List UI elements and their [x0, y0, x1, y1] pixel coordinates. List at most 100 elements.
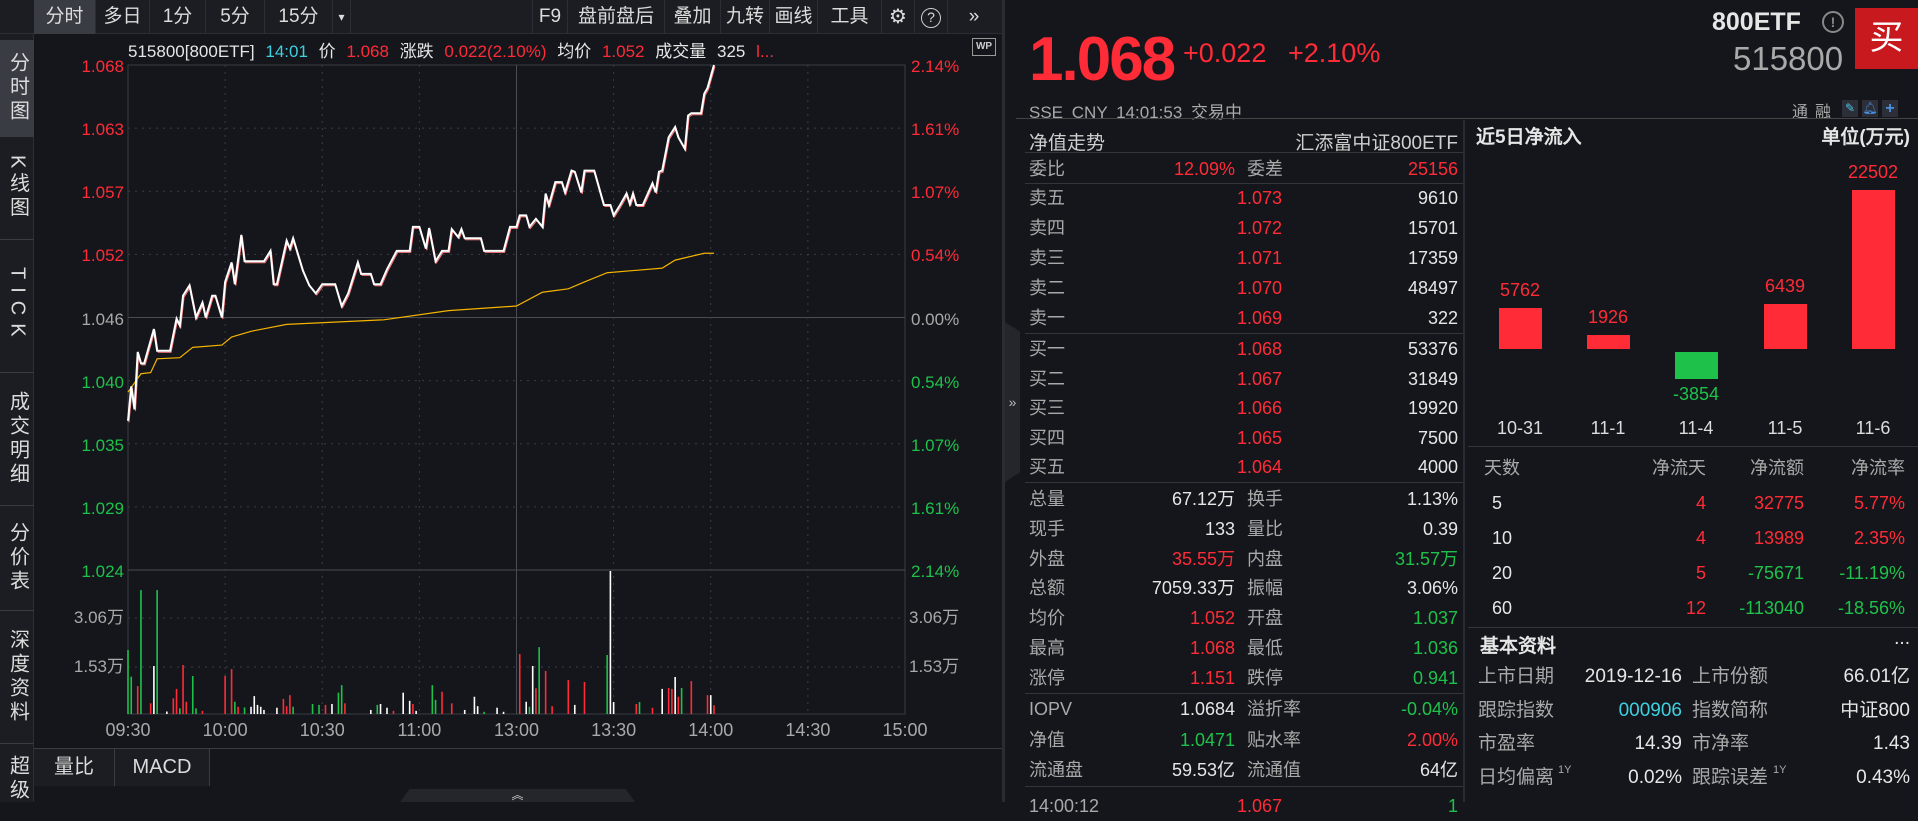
panel-divider[interactable] — [1002, 0, 1005, 802]
net-flow-header: 天数 净流天 净流额 净流率 — [1468, 453, 1918, 483]
divider — [1025, 482, 1463, 483]
header: 净流额 — [1750, 458, 1804, 478]
info-label: 市净率 — [1692, 733, 1750, 754]
pre-post-market-button[interactable]: 盘前盘后 — [568, 0, 665, 34]
net-flow-value: 5762 — [1499, 280, 1541, 301]
net-amount: -113040 — [1739, 598, 1804, 618]
sidebar-tab-super[interactable]: 超级 — [6, 755, 29, 803]
stat-label: 量比 — [1247, 518, 1283, 539]
price-change: +0.022 — [1183, 38, 1267, 68]
ask-row: 卖一 1.069 322 — [1025, 303, 1463, 333]
tab-intraday[interactable]: 分时 — [34, 0, 96, 34]
stat-row: 总额 7059.33万 振幅 3.06% — [1025, 573, 1463, 603]
level-label: 卖三 — [1029, 248, 1065, 268]
stat-value: 59.53亿 — [1171, 760, 1235, 780]
stat-value: 0.39 — [1422, 518, 1458, 539]
avg-price-line — [127, 252, 714, 393]
x-axis-time-label: 13:30 — [591, 720, 637, 740]
overlay-button[interactable]: 叠加 — [665, 0, 721, 34]
y-axis-pct-label: 0.00% — [911, 309, 960, 329]
period-superscript: 1Y — [1558, 763, 1572, 776]
tab-5min[interactable]: 5分 — [206, 0, 265, 34]
bell-icon[interactable]: 🔔︎ — [1862, 100, 1878, 117]
info-label: 指数简称 — [1692, 699, 1769, 721]
stat-label: 总额 — [1029, 578, 1065, 599]
net-flow-date: 11-1 — [1590, 418, 1626, 438]
label: 委差 — [1247, 159, 1283, 179]
stat-row: 流通盘 59.53亿 流通值 64亿 — [1025, 755, 1463, 785]
bid-volume: 53376 — [1407, 339, 1458, 359]
sidebar-tab-depth-data[interactable]: 深度资料 — [0, 611, 34, 744]
stat-label: 涨停 — [1029, 667, 1065, 688]
bid-row: 买一 1.068 53376 — [1025, 334, 1463, 364]
last-trade-row: 14:00:12 1.067 1 — [1025, 791, 1463, 821]
draw-line-button[interactable]: 画线 — [770, 0, 818, 34]
tag-tong: 通 — [1792, 104, 1809, 121]
stat-value: 0.941 — [1412, 667, 1458, 688]
info-alert-icon[interactable]: ! — [1822, 11, 1844, 33]
net-rate: 5.77% — [1853, 493, 1905, 513]
stat-row: 均价 1.052 开盘 1.037 — [1025, 603, 1463, 633]
nav-trend-link[interactable]: 净值走势 — [1029, 133, 1106, 154]
y-axis-pct-label: 1.07% — [911, 183, 960, 203]
expand-panel-handle[interactable]: ︽ — [400, 789, 635, 802]
tab-multi-day[interactable]: 多日 — [96, 0, 150, 34]
sidebar-tab-kline[interactable]: K线图 — [0, 137, 34, 240]
collapse-panel-toggle[interactable]: » — [1005, 322, 1020, 482]
y-axis-price-label: 1.046 — [81, 309, 124, 329]
caret-down-icon[interactable]: ▾ — [333, 0, 351, 34]
more-button[interactable]: ... — [1894, 628, 1910, 649]
ask-price: 1.073 — [1236, 188, 1282, 208]
sidebar-tab-price-distribution[interactable]: 分价表 — [0, 506, 34, 611]
plus-icon[interactable]: + — [1882, 100, 1898, 117]
pencil-icon[interactable]: ✎ — [1842, 100, 1858, 117]
info-label: 跟踪误差 — [1692, 766, 1769, 788]
y-axis-price-label: 1.035 — [81, 435, 124, 455]
days: 5 — [1492, 493, 1503, 513]
stat-value: 1.052 — [1189, 608, 1235, 629]
tab-macd[interactable]: MACD — [115, 749, 210, 786]
y-axis-pct-label: 1.07% — [911, 435, 960, 455]
tab-1min[interactable]: 1分 — [150, 0, 206, 34]
x-axis-time-label: 13:00 — [493, 720, 540, 740]
level-label: 买五 — [1029, 457, 1065, 477]
y-axis-price-label: 1.024 — [81, 562, 124, 581]
security-name: 800ETF — [1712, 8, 1801, 36]
stat-value: 133 — [1204, 518, 1235, 539]
sidebar-tab-intraday[interactable]: 分时图 — [0, 40, 34, 137]
bid-row: 买二 1.067 31849 — [1025, 364, 1463, 394]
x-axis-time-label: 14:30 — [785, 720, 831, 740]
sidebar-tab-trade-details[interactable]: 成交明细 — [0, 373, 34, 506]
stat-value: 2.00% — [1406, 729, 1458, 750]
sidebar-tab-tick[interactable]: TICK — [0, 240, 34, 373]
buy-button[interactable]: 买 — [1855, 8, 1918, 69]
help-icon[interactable]: ? — [915, 0, 948, 34]
stat-row: 现手 133 量比 0.39 — [1025, 514, 1463, 544]
info-label: 上市份额 — [1692, 666, 1769, 687]
tab-15min[interactable]: 15分 — [265, 0, 333, 34]
tab-volume-ratio[interactable]: 量比 — [34, 749, 115, 786]
stat-label: 开盘 — [1247, 608, 1283, 629]
tools-button[interactable]: 工具 — [818, 0, 882, 34]
y-axis-pct-label: 0.54% — [911, 246, 960, 266]
net-flow-bar — [1852, 190, 1895, 349]
double-chevron-right-icon[interactable]: » — [968, 6, 980, 27]
info-value: 66.01亿 — [1843, 666, 1910, 687]
gear-icon[interactable]: ⚙ — [882, 0, 915, 34]
net-flow-date: 11-4 — [1678, 418, 1714, 438]
level-label: 卖二 — [1029, 278, 1065, 298]
net-flow-date: 10-31 — [1496, 418, 1544, 438]
x-axis-time-label: 09:30 — [105, 720, 151, 740]
price-label: 价 — [318, 42, 336, 61]
trade-time: 14:00:12 — [1029, 796, 1100, 816]
stat-label: 净值 — [1029, 729, 1065, 750]
f9-button[interactable]: F9 — [532, 0, 568, 34]
y-axis-pct-label: 0.54% — [911, 372, 960, 392]
stat-label: 跌停 — [1247, 667, 1283, 688]
stat-value: 1.068 — [1189, 638, 1235, 658]
wp-icon[interactable]: WP — [972, 38, 996, 56]
nine-turn-button[interactable]: 九转 — [721, 0, 770, 34]
stat-label: 现手 — [1029, 518, 1065, 539]
basic-info-row: 上市日期 2019-12-16 上市份额 66.01亿 — [1468, 661, 1918, 693]
y-axis-price-label: 1.057 — [81, 183, 124, 203]
